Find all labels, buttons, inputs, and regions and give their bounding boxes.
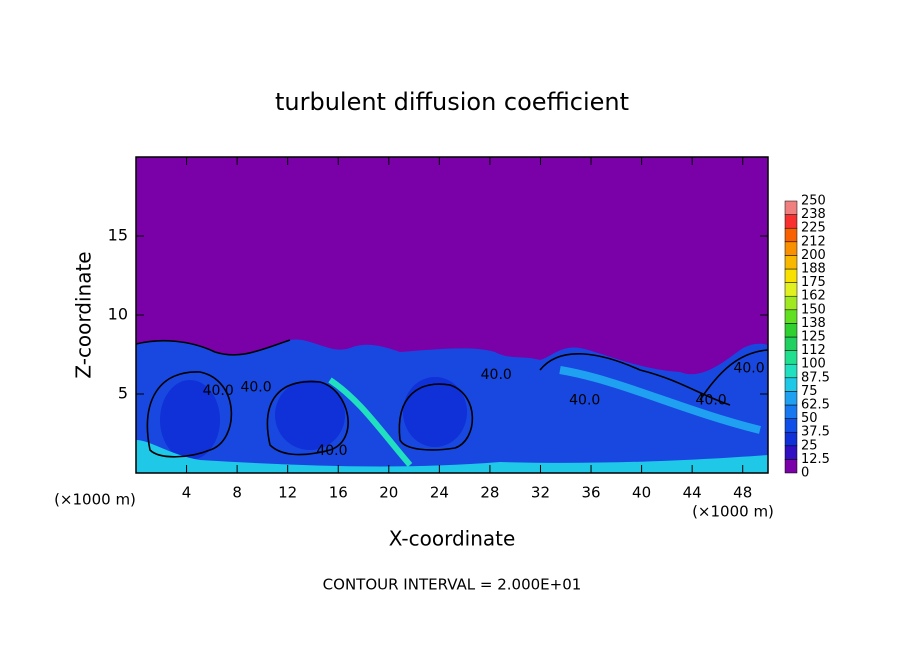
colorbar-swatch [784, 282, 798, 297]
colorbar-swatch [784, 377, 798, 392]
field [135, 157, 769, 473]
x-tick-label: 12 [278, 484, 297, 502]
colorbar-label: 250 [801, 194, 826, 209]
colorbar-label: 100 [801, 357, 826, 372]
colorbar-label: 0 [801, 466, 809, 481]
colorbar-label: 162 [801, 289, 826, 304]
contour-label: 40.0 [316, 443, 347, 459]
x-unit-label: (×1000 m) [692, 503, 774, 521]
surface-layer [136, 440, 768, 473]
contour-line [266, 380, 349, 456]
x-unit-label: (×1000 m) [54, 491, 136, 509]
colorbar-label: 175 [801, 275, 826, 290]
colorbar-label: 150 [801, 302, 826, 317]
colorbar-label: 225 [801, 221, 826, 236]
chart-title: turbulent diffusion coefficient [275, 88, 629, 116]
contour-line [146, 371, 233, 458]
contour-line [398, 383, 474, 451]
contour-label: 40.0 [240, 380, 271, 396]
colorbar-label: 12.5 [801, 452, 830, 467]
y-axis-label: Z-coordinate [72, 251, 96, 378]
x-tick-label: 48 [733, 484, 752, 502]
colorbar-swatch [784, 323, 798, 338]
x-tick-label: 16 [329, 484, 348, 502]
contour-label: 40.0 [481, 367, 512, 383]
colorbar-label: 25 [801, 438, 818, 453]
colorbar-label: 125 [801, 330, 826, 345]
y-tick-label: 5 [118, 384, 128, 403]
colorbar-swatch [784, 445, 798, 460]
colorbar-swatch [784, 295, 798, 311]
x-tick-label: 8 [232, 484, 242, 502]
x-tick-label: 36 [581, 484, 600, 502]
contour-line [135, 339, 769, 406]
eddy [403, 377, 467, 447]
x-tick-label: 20 [379, 484, 398, 502]
colorbar-swatch [784, 227, 798, 243]
colorbar-swatch [784, 391, 798, 406]
colorbar-label: 87.5 [801, 370, 830, 385]
colorbar-label: 50 [801, 411, 818, 426]
streak [328, 377, 413, 467]
colorbar-label: 112 [801, 343, 826, 358]
colorbar-swatch [784, 418, 798, 433]
contour-label: 40.0 [203, 383, 234, 399]
colorbar-swatch [784, 336, 798, 351]
x-tick-label: 44 [683, 484, 702, 502]
x-tick-label: 4 [182, 484, 192, 502]
eddy [160, 380, 220, 460]
colorbar-label: 200 [801, 248, 826, 263]
colorbar-swatch [784, 268, 798, 283]
colorbar-label: 188 [801, 262, 826, 277]
x-axis-label: X-coordinate [389, 527, 516, 551]
colorbar-label: 212 [801, 234, 826, 249]
x-tick-label: 24 [430, 484, 449, 502]
colorbar-swatch [784, 309, 798, 324]
colorbar-label: 138 [801, 316, 826, 331]
colorbar-swatch [784, 404, 798, 419]
x-tick-label: 40 [632, 484, 651, 502]
colorbar-swatch [784, 200, 798, 215]
streak [559, 366, 761, 434]
footer-note: CONTOUR INTERVAL = 2.000E+01 [323, 576, 582, 594]
colorbar-swatch [784, 363, 798, 379]
colorbar-label: 62.5 [801, 398, 830, 413]
x-tick-label: 32 [531, 484, 550, 502]
colorbar-swatch [784, 350, 798, 365]
colorbar-label: 75 [801, 384, 818, 399]
colorbar-swatch [784, 255, 798, 270]
x-tick-label: 28 [480, 484, 499, 502]
colorbar-label: 238 [801, 207, 826, 222]
colorbar-label: 37.5 [801, 425, 830, 440]
y-tick-label: 15 [108, 226, 128, 245]
contour-label: 40.0 [696, 392, 727, 408]
colorbar-swatch [784, 214, 798, 229]
eddy [275, 380, 345, 450]
contour-label: 40.0 [569, 392, 600, 408]
y-tick-label: 10 [108, 305, 128, 324]
colorbar-swatch [784, 459, 798, 474]
contour-label: 40.0 [733, 361, 764, 377]
colorbar-swatch [784, 431, 798, 447]
colorbar-swatch [784, 241, 798, 256]
